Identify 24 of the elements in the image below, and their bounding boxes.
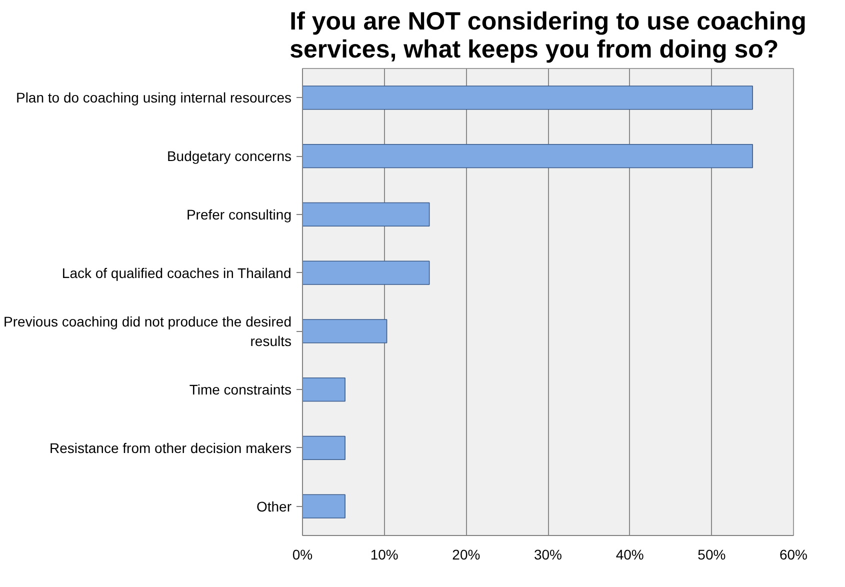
bar xyxy=(302,436,346,460)
y-tick-label: Plan to do coaching using internal resources xyxy=(16,90,292,106)
chart-title: If you are NOT considering to use coaching services, what keeps you from doing so? xyxy=(290,8,806,64)
bar xyxy=(302,86,753,110)
x-tick-label: 0% xyxy=(292,546,313,562)
x-tick-label: 50% xyxy=(698,546,726,562)
y-tick-label: Lack of qualified coaches in Thailand xyxy=(62,264,292,281)
x-tick-label: 60% xyxy=(779,546,808,562)
y-tick-label: Budgetary concerns xyxy=(166,148,292,164)
bar xyxy=(302,144,753,168)
y-tick-label: Previous coaching did not produce the desired results xyxy=(4,314,292,349)
bar xyxy=(302,319,388,344)
bar xyxy=(302,202,430,227)
y-tick-label: Prefer consulting xyxy=(186,206,292,222)
y-tick-label: Other xyxy=(256,498,292,514)
x-tick-label: 10% xyxy=(370,546,398,562)
y-tick-label: Time constraints xyxy=(189,382,292,398)
x-tick-label: 30% xyxy=(534,546,562,562)
bar xyxy=(302,494,346,518)
x-tick-label: 40% xyxy=(616,546,644,562)
y-tick-label: Resistance from other decision makers xyxy=(50,440,292,456)
x-tick-label: 20% xyxy=(452,546,480,562)
bar xyxy=(302,377,346,402)
bar xyxy=(302,260,430,285)
